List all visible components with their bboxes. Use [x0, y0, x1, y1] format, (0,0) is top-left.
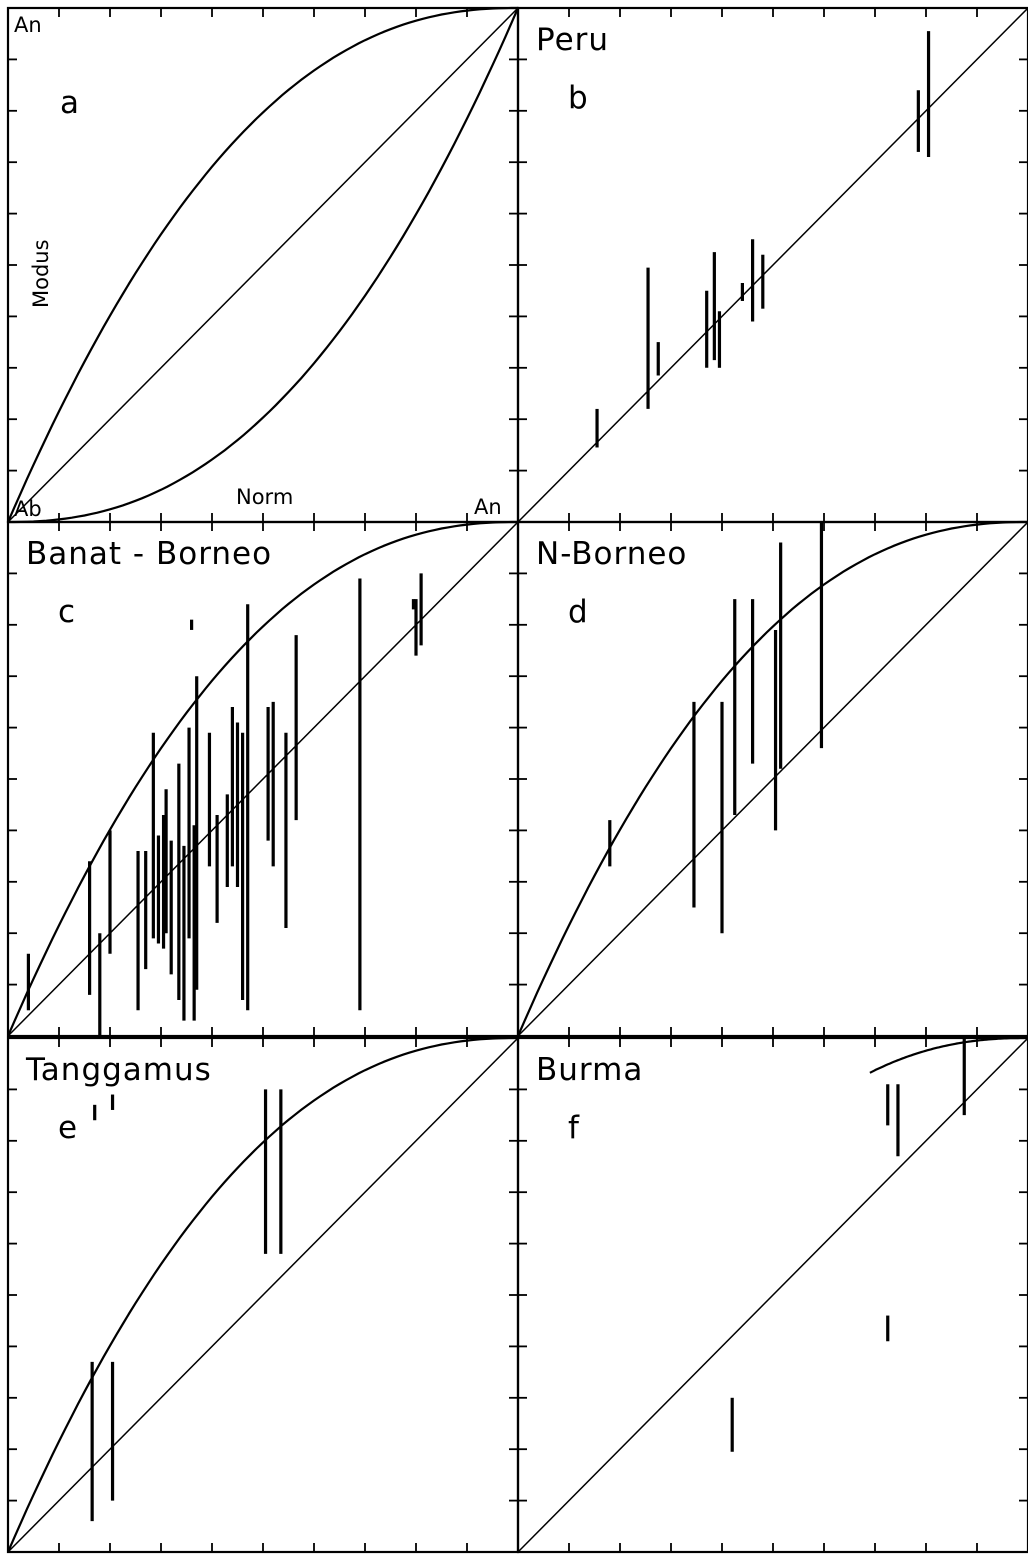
panel-title: Tanggamus: [25, 1052, 212, 1088]
partial-curve: [869, 1036, 1028, 1074]
panel-f: Burma f: [516, 1036, 1028, 1554]
diagonal-line: [517, 7, 1028, 523]
panel-title: N-Borneo: [536, 536, 687, 572]
panel-b: Peru b: [516, 6, 1028, 524]
panel-a: a An Ab An Norm Modus: [6, 6, 520, 524]
panel-e: Tanggamus e: [6, 1036, 520, 1554]
panel-letter: c: [58, 594, 75, 630]
panel-title: Banat - Borneo: [26, 536, 272, 572]
diagonal-line: [7, 521, 519, 1037]
panel-letter: d: [568, 594, 588, 630]
x-start-label: Ab: [14, 497, 42, 521]
upper-curve: [6, 520, 518, 1037]
panel-letter: a: [60, 85, 79, 121]
panel-d: N-Borneo d: [516, 520, 1028, 1038]
panel-c: Banat - Borneo c: [6, 520, 520, 1038]
upper-curve: [516, 520, 1028, 1037]
diagonal-line: [517, 1037, 1028, 1553]
panel-letter: e: [58, 1110, 77, 1146]
panel-title: Burma: [536, 1052, 643, 1088]
panel-letter: f: [568, 1110, 580, 1146]
panel-title: Peru: [536, 22, 609, 58]
x-end-label: An: [474, 495, 502, 519]
y-end-label: An: [14, 13, 42, 37]
upper-curve: [6, 6, 518, 523]
diagonal-line: [517, 521, 1028, 1037]
lower-curve: [8, 7, 520, 524]
panel-letter: b: [568, 80, 588, 116]
diagonal-line: [7, 7, 519, 523]
x-axis-label: Norm: [236, 485, 293, 509]
diagonal-line: [7, 1037, 519, 1553]
y-axis-label: Modus: [29, 239, 53, 308]
